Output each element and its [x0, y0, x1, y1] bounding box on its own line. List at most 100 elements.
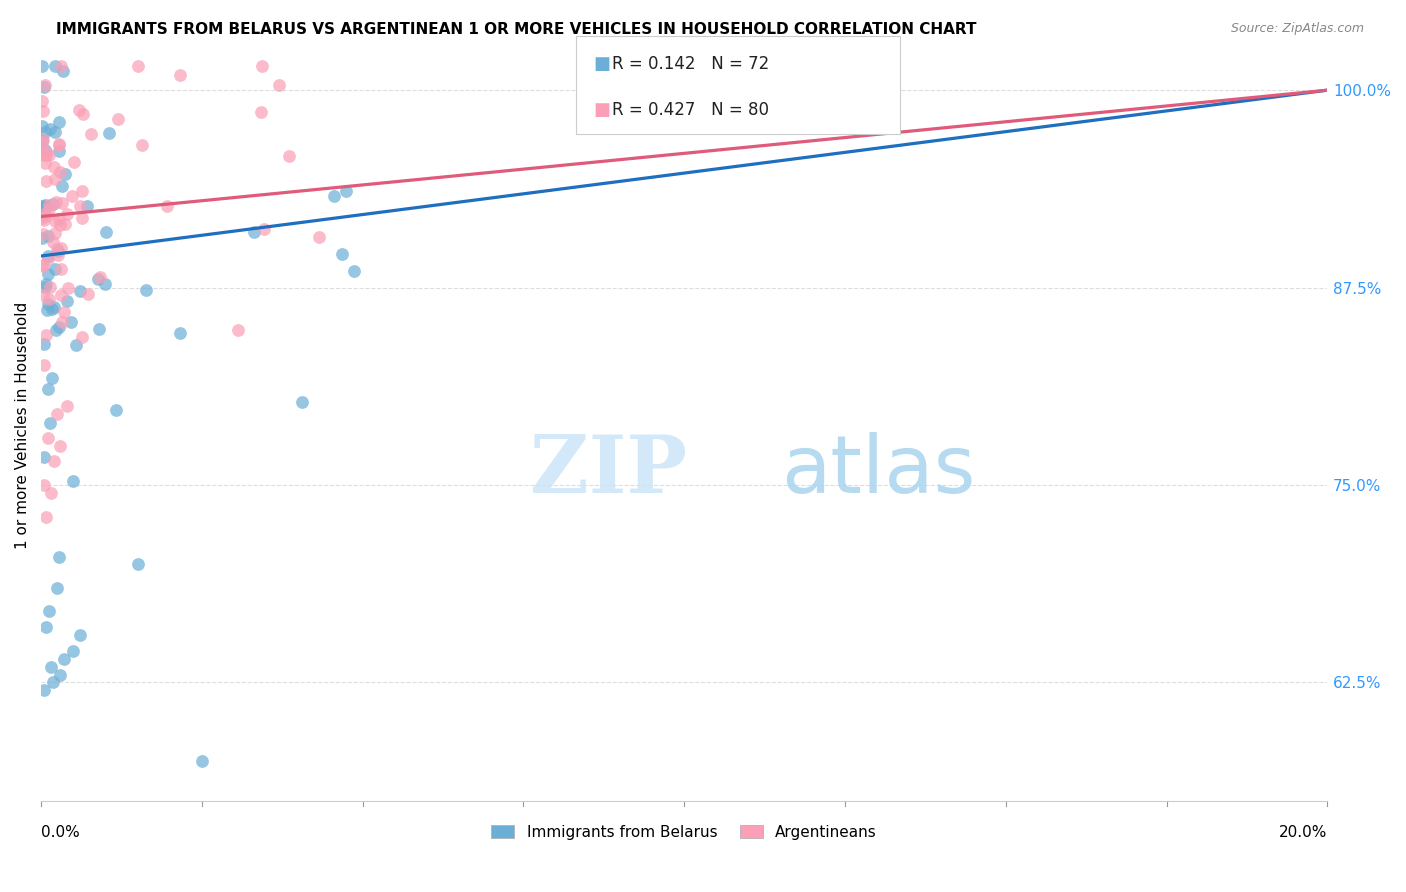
Point: [48, 244, 70, 258]
Point: [127, 557, 149, 571]
Point: [35, 174, 58, 188]
Point: [107, 112, 129, 126]
Point: [39, 659, 62, 673]
Point: [31, 202, 53, 217]
Point: [51, 315, 73, 329]
Text: R = 0.427   N = 80: R = 0.427 N = 80: [612, 101, 769, 119]
Point: [37, 267, 59, 281]
Point: [49, 667, 72, 681]
Point: [51, 287, 73, 301]
Point: [105, 403, 128, 417]
Point: [31, 94, 53, 108]
Point: [330, 246, 353, 260]
Point: [31, 230, 53, 244]
Point: [37, 431, 59, 445]
Point: [34, 478, 56, 492]
Point: [48, 137, 70, 152]
Point: [32, 199, 55, 213]
Point: [156, 199, 179, 213]
Point: [31, 227, 53, 241]
Point: [226, 323, 249, 337]
Point: [44, 300, 66, 314]
Point: [32, 147, 55, 161]
Point: [87, 272, 110, 286]
Point: [56, 399, 79, 413]
Point: [34, 450, 56, 464]
Point: [62, 474, 84, 488]
Point: [53, 305, 76, 319]
Point: [250, 60, 273, 74]
Point: [31, 211, 53, 225]
Point: [46, 581, 69, 595]
Point: [44, 262, 66, 277]
Point: [250, 104, 273, 119]
Point: [131, 138, 153, 153]
Point: [49, 165, 72, 179]
Text: 0.0%: 0.0%: [41, 824, 80, 839]
Point: [69, 628, 91, 642]
Point: [37, 382, 59, 396]
Point: [62, 154, 84, 169]
Legend: Immigrants from Belarus, Argentineans: Immigrants from Belarus, Argentineans: [485, 819, 883, 846]
Point: [34, 125, 56, 139]
Point: [41, 371, 63, 385]
Text: ■: ■: [593, 101, 610, 119]
Point: [32, 287, 55, 301]
Point: [41, 301, 63, 316]
Point: [51, 196, 73, 211]
Point: [69, 284, 91, 298]
Point: [31, 260, 53, 274]
Point: [269, 78, 291, 92]
Point: [34, 202, 56, 216]
Point: [38, 147, 60, 161]
Point: [94, 226, 117, 240]
Point: [35, 620, 58, 634]
Point: [39, 280, 62, 294]
Point: [52, 651, 75, 665]
Point: [31, 60, 53, 74]
Point: [72, 106, 94, 120]
Point: [44, 213, 66, 227]
Point: [35, 327, 58, 342]
Point: [31, 132, 53, 146]
Point: [35, 277, 58, 292]
Point: [44, 60, 66, 74]
Text: Source: ZipAtlas.com: Source: ZipAtlas.com: [1230, 22, 1364, 36]
Text: R = 0.142   N = 72: R = 0.142 N = 72: [612, 55, 769, 73]
Point: [53, 167, 76, 181]
Point: [51, 60, 73, 74]
Point: [52, 64, 75, 78]
Point: [48, 136, 70, 151]
Point: [67, 103, 90, 118]
Point: [243, 225, 266, 239]
Point: [46, 248, 69, 262]
Point: [55, 293, 77, 308]
Point: [58, 281, 80, 295]
Point: [38, 293, 60, 307]
Point: [70, 211, 93, 226]
Point: [335, 184, 357, 198]
Point: [169, 68, 191, 82]
Point: [69, 199, 91, 213]
Point: [49, 438, 72, 452]
Point: [44, 125, 66, 139]
Point: [31, 119, 53, 133]
Point: [34, 155, 56, 169]
Point: [48, 144, 70, 158]
Text: ZIP: ZIP: [530, 432, 688, 510]
Point: [291, 395, 314, 409]
Point: [48, 114, 70, 128]
Point: [35, 210, 58, 224]
Point: [35, 148, 58, 162]
Point: [42, 160, 65, 174]
Point: [32, 336, 55, 351]
Point: [191, 755, 214, 769]
Point: [127, 60, 149, 74]
Point: [59, 315, 82, 329]
Point: [42, 454, 65, 468]
Point: [37, 252, 59, 267]
Point: [65, 338, 87, 352]
Point: [49, 241, 72, 255]
Point: [46, 242, 69, 256]
Point: [89, 270, 111, 285]
